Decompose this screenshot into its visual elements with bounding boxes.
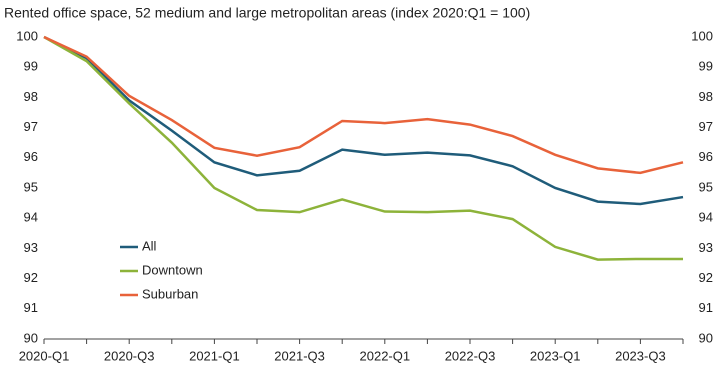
y-tick-label: 92 (24, 270, 38, 285)
line-series (43, 35, 683, 261)
x-tick-label: 2021-Q1 (189, 348, 240, 363)
y-tick-label: 94 (24, 210, 38, 225)
y-tick-label: 91 (24, 300, 38, 315)
legend-label: Downtown (142, 262, 203, 277)
y-tick-label: 98 (24, 89, 38, 104)
legend-label: All (142, 238, 157, 253)
y-tick-label: 95 (24, 179, 38, 194)
y2-tick-label: 90 (699, 330, 713, 345)
x-tick-label: 2022-Q3 (445, 348, 496, 363)
y2-tick-label: 93 (699, 240, 713, 255)
y2-tick-label: 91 (699, 300, 713, 315)
x-tick-label: 2020-Q3 (104, 348, 155, 363)
y2-tick-label: 98 (699, 89, 713, 104)
y2-tick-label: 99 (699, 59, 713, 74)
x-tick-label: 2023-Q1 (530, 348, 581, 363)
y2-tick-label: 94 (699, 210, 713, 225)
y2-tick-label: 92 (699, 270, 713, 285)
y2-tick-label: 96 (699, 149, 713, 164)
x-tick-label: 2022-Q1 (360, 348, 411, 363)
y2-tick-label: 100 (691, 28, 713, 43)
y-tick-label: 90 (24, 330, 38, 345)
x-tick-label: 2021-Q3 (274, 348, 325, 363)
chart-title: Rented office space, 52 medium and large… (4, 5, 530, 21)
y-tick-label: 100 (16, 28, 38, 43)
y2-tick-label: 95 (699, 179, 713, 194)
y-tick-label: 97 (24, 119, 38, 134)
y-tick-label: 93 (24, 240, 38, 255)
x-tick-label: 2020-Q1 (19, 348, 70, 363)
line-series (43, 35, 684, 175)
y-tick-label: 96 (24, 149, 38, 164)
line-series (43, 35, 684, 206)
x-tick-label: 2023-Q3 (615, 348, 666, 363)
legend-label: Suburban (142, 286, 198, 301)
y2-tick-label: 97 (699, 119, 713, 134)
y-tick-label: 99 (24, 59, 38, 74)
